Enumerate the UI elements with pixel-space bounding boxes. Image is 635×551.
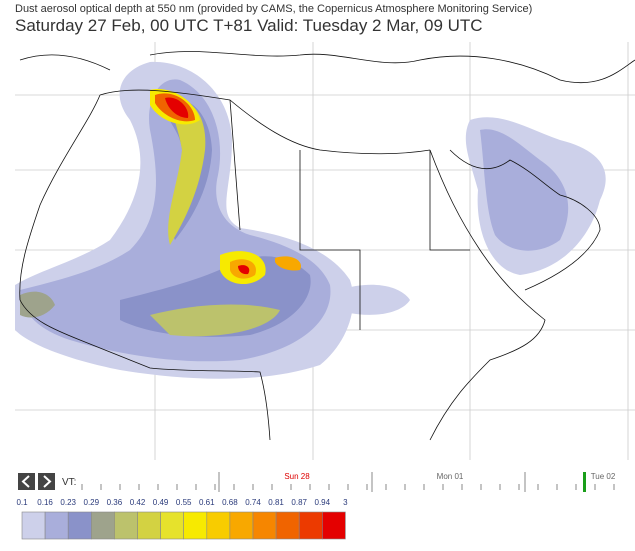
legend-swatch [91,511,115,540]
subtitle: Saturday 27 Feb, 00 UTC T+81 Valid: Tues… [15,16,483,35]
title: Dust aerosol optical depth at 550 nm (pr… [15,3,533,15]
legend-label: 0.1 [16,498,28,507]
legend-label: 3 [343,498,348,507]
day-label[interactable]: Mon 01 [437,472,464,481]
prev-icon [21,475,30,488]
legend-swatch [44,511,69,540]
legend-label: 0.23 [60,498,76,507]
dust-field [15,61,606,379]
legend-swatch [229,511,254,540]
legend-swatch [298,511,323,540]
legend-swatch [183,511,208,540]
day-label[interactable]: Tue 02 [591,472,616,481]
legend-label: 0.87 [291,498,307,507]
legend-label: 0.81 [268,498,284,507]
legend-swatch [21,511,46,540]
legend-label: 0.94 [315,498,331,507]
legend-swatch [321,511,346,540]
timeline: VT: [18,472,586,492]
legend-label: 0.29 [84,498,100,507]
day-label[interactable]: Sun 28 [284,472,310,481]
prev-button[interactable] [18,473,35,490]
legend-swatch [160,511,185,540]
legend-label: 0.42 [130,498,146,507]
legend-swatch [275,511,300,540]
legend-swatch [67,511,92,540]
current-time [583,472,586,492]
legend-label: 0.74 [245,498,261,507]
legend-swatch [114,511,138,540]
next-button[interactable] [38,473,55,490]
legend-label: 0.49 [153,498,169,507]
legend-label: 0.55 [176,498,192,507]
vt-label: VT: [62,477,76,488]
legend-label: 0.16 [37,498,53,507]
coastlines [19,51,635,441]
legend-swatch [206,511,231,540]
legend-label: 0.36 [107,498,123,507]
legend-swatch [137,511,161,540]
legend-label: 0.68 [222,498,238,507]
legend-swatch [252,511,277,540]
legend-label: 0.61 [199,498,215,507]
next-icon [43,475,52,488]
